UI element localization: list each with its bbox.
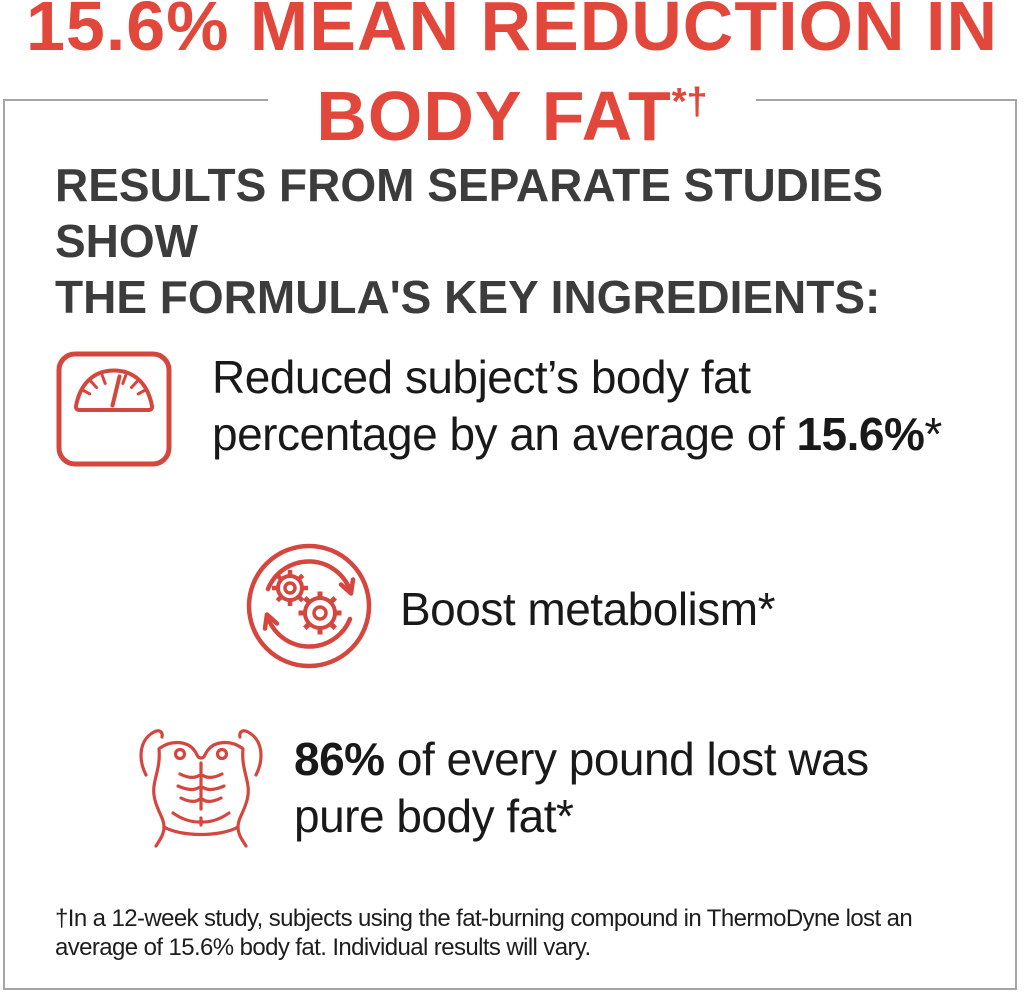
metabolism-icon [243, 540, 375, 672]
main-title-line2-row: BODY FAT*† [0, 64, 1024, 154]
scale-icon [55, 350, 173, 468]
main-title-line2: BODY FAT*† [268, 64, 756, 154]
subtitle: RESULTS FROM SEPARATE STUDIES SHOW THE F… [55, 159, 884, 323]
benefit-text-metabolism: Boost metabolism* [400, 583, 776, 635]
gear-large [298, 591, 342, 635]
footnote: †In a 12-week study, subjects using the … [55, 905, 913, 961]
main-title-line1: 15.6% MEAN REDUCTION IN [25, 0, 999, 65]
benefit-text-body-fat: Reduced subject’s body fat percentage by… [212, 351, 942, 460]
title-superscript: *† [671, 81, 708, 123]
benefit-stat: 15.6% [796, 408, 925, 460]
torso-icon [133, 723, 269, 859]
benefit-text-pound-lost: 86% of every pound lost was pure body fa… [294, 733, 869, 842]
gear-small [272, 570, 308, 606]
benefit-stat: 86% [294, 733, 385, 785]
content-frame [3, 99, 1017, 990]
main-title: 15.6% MEAN REDUCTION IN BODY FAT*† [0, 0, 1024, 154]
